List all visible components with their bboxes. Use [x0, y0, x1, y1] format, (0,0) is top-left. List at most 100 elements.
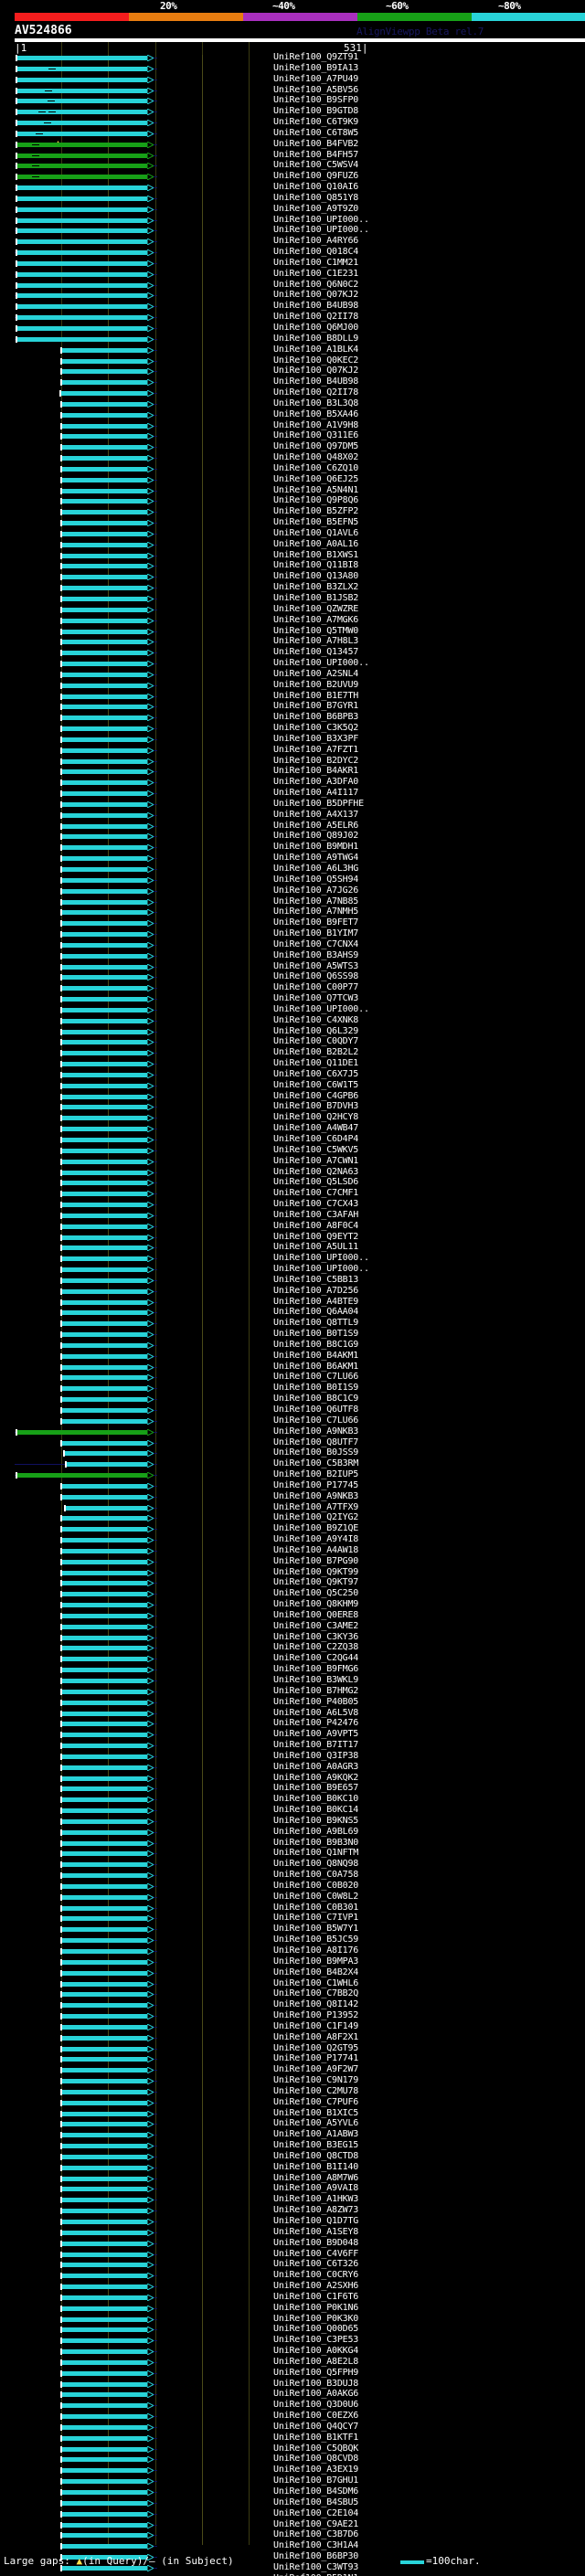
hit-label[interactable]: UniRef100_B2IUP5: [273, 1469, 359, 1479]
hit-bar[interactable]: [62, 1030, 147, 1034]
hit-bar[interactable]: [62, 845, 147, 850]
hit-bar[interactable]: [17, 89, 147, 93]
hit-bar[interactable]: [62, 1992, 147, 1997]
hit-label[interactable]: UniRef100_Q5LSD6: [273, 1177, 359, 1187]
hit-label[interactable]: UniRef100_B1JSB2: [273, 593, 359, 603]
hit-label[interactable]: UniRef100_B8DLL9: [273, 334, 359, 344]
hit-row[interactable]: UniRef100_A6L3HG: [0, 864, 585, 874]
hit-row[interactable]: UniRef100_A9NKB3: [0, 1491, 585, 1501]
hit-label[interactable]: UniRef100_B5XA46: [273, 409, 359, 419]
hit-bar[interactable]: [17, 56, 147, 60]
hit-row[interactable]: UniRef100_C0QDY7: [0, 1036, 585, 1046]
hit-bar[interactable]: [17, 196, 147, 201]
hit-row[interactable]: UniRef100_B4FVB2: [0, 139, 585, 149]
hit-bar[interactable]: [62, 2155, 147, 2159]
hit-label[interactable]: UniRef100_B5DPFHE: [273, 799, 364, 809]
hit-label[interactable]: UniRef100_C4XNK8: [273, 1015, 359, 1025]
hit-bar[interactable]: [62, 1765, 147, 1770]
hit-row[interactable]: UniRef100_A3DFA0: [0, 777, 585, 787]
hit-row[interactable]: UniRef100_Q5FPH9: [0, 2368, 585, 2378]
hit-row[interactable]: UniRef100_C5B3RM: [0, 1458, 585, 1468]
hit-row[interactable]: UniRef100_B9SFP0: [0, 95, 585, 105]
hit-bar[interactable]: [62, 1289, 147, 1294]
hit-label[interactable]: UniRef100_C2ZQ38: [273, 1642, 359, 1652]
hit-row[interactable]: UniRef100_B4B2X4: [0, 1967, 585, 1977]
hit-label[interactable]: UniRef100_A5YVL6: [273, 2118, 359, 2128]
hit-label[interactable]: UniRef100_A4AW18: [273, 1545, 359, 1555]
hit-row[interactable]: UniRef100_A1V9H8: [0, 420, 585, 430]
hit-bar[interactable]: [62, 1712, 147, 1716]
hit-label[interactable]: UniRef100_C3B7D6: [273, 2529, 359, 2539]
hit-bar[interactable]: [62, 619, 147, 623]
hit-label[interactable]: UniRef100_A7CWN1: [273, 1156, 359, 1166]
hit-row[interactable]: UniRef100_Q2GT95: [0, 2043, 585, 2053]
hit-label[interactable]: UniRef100_B4SDM6: [273, 2486, 359, 2496]
hit-label[interactable]: UniRef100_C7BB2Q: [273, 1988, 359, 1998]
hit-label[interactable]: UniRef100_B0I1S9: [273, 1383, 359, 1393]
hit-row[interactable]: UniRef100_Q1NFTM: [0, 1848, 585, 1858]
hit-label[interactable]: UniRef100_P17745: [273, 1480, 359, 1490]
hit-label[interactable]: UniRef100_Q6SS98: [273, 971, 359, 981]
hit-row[interactable]: UniRef100_C3K5Q2: [0, 723, 585, 733]
hit-row[interactable]: UniRef100_B1XWS1: [0, 550, 585, 560]
hit-row[interactable]: UniRef100_A2SNL4: [0, 669, 585, 679]
hit-label[interactable]: UniRef100_B9IA13: [273, 63, 359, 73]
hit-row[interactable]: UniRef100_UPI000..: [0, 215, 585, 225]
hit-bar[interactable]: [62, 489, 147, 493]
hit-label[interactable]: UniRef100_C3AFAH: [273, 1210, 359, 1220]
hit-row[interactable]: UniRef100_Q5SH94: [0, 875, 585, 885]
hit-label[interactable]: UniRef100_C0QDY7: [273, 1036, 359, 1046]
hit-label[interactable]: UniRef100_Q018C4: [273, 247, 359, 257]
hit-label[interactable]: UniRef100_C00P77: [273, 982, 359, 992]
hit-bar[interactable]: [62, 1310, 147, 1315]
hit-row[interactable]: UniRef100_C5WKV5: [0, 1145, 585, 1155]
hit-row[interactable]: UniRef100_A5UL11: [0, 1242, 585, 1252]
hit-row[interactable]: UniRef100_Q11DE1: [0, 1058, 585, 1068]
hit-bar[interactable]: [62, 2436, 147, 2441]
hit-label[interactable]: UniRef100_A5N4N1: [273, 485, 359, 495]
hit-bar[interactable]: [62, 1105, 147, 1109]
hit-row[interactable]: UniRef100_B3ZLX2: [0, 582, 585, 592]
hit-row[interactable]: UniRef100_A8F0C4: [0, 1221, 585, 1231]
hit-label[interactable]: UniRef100_C7CMF1: [273, 1188, 359, 1198]
hit-label[interactable]: UniRef100_C7IVP1: [273, 1913, 359, 1923]
hit-label[interactable]: UniRef100_A8E2L8: [273, 2357, 359, 2367]
hit-label[interactable]: UniRef100_B1XWS1: [273, 550, 359, 560]
hit-label[interactable]: UniRef100_A1V9H8: [273, 420, 359, 430]
hit-label[interactable]: UniRef100_Q6N0C2: [273, 280, 359, 290]
hit-label[interactable]: UniRef100_B5W7Y1: [273, 1924, 359, 1934]
hit-label[interactable]: UniRef100_B3AHS9: [273, 950, 359, 960]
hit-row[interactable]: UniRef100_B3WKL9: [0, 1675, 585, 1685]
hit-row[interactable]: UniRef100_Q9KT97: [0, 1577, 585, 1587]
hit-row[interactable]: UniRef100_C7BB2Q: [0, 1988, 585, 1998]
hit-row[interactable]: UniRef100_A9VAI8: [0, 2183, 585, 2193]
hit-bar[interactable]: [62, 737, 147, 742]
hit-label[interactable]: UniRef100_C2MU78: [273, 2086, 359, 2096]
hit-bar[interactable]: [62, 2317, 147, 2322]
hit-row[interactable]: UniRef100_B2B2L2: [0, 1047, 585, 1057]
hit-row[interactable]: UniRef100_A8M7W6: [0, 2173, 585, 2183]
hit-label[interactable]: UniRef100_Q1NFTM: [273, 1848, 359, 1858]
hit-bar[interactable]: [62, 456, 147, 461]
hit-bar[interactable]: [62, 975, 147, 980]
hit-bar[interactable]: [62, 1949, 147, 1954]
hit-bar[interactable]: [62, 1614, 147, 1618]
hit-bar[interactable]: [62, 597, 147, 601]
hit-label[interactable]: UniRef100_C7CNX4: [273, 939, 359, 949]
hit-row[interactable]: UniRef100_C00P77: [0, 982, 585, 992]
hit-row[interactable]: UniRef100_QZWZRE: [0, 604, 585, 614]
hit-label[interactable]: UniRef100_C7PUF6: [273, 2097, 359, 2107]
hit-row[interactable]: UniRef100_A0AKG6: [0, 2389, 585, 2399]
hit-label[interactable]: UniRef100_Q7TCW3: [273, 993, 359, 1003]
hit-label[interactable]: UniRef100_A9TWG4: [273, 853, 359, 863]
hit-label[interactable]: UniRef100_C3K5Q2: [273, 723, 359, 733]
hit-row[interactable]: UniRef100_B7HMG2: [0, 1686, 585, 1696]
hit-label[interactable]: UniRef100_Q8UTF7: [273, 1437, 359, 1447]
hit-label[interactable]: UniRef100_A9NKB3: [273, 1491, 359, 1501]
hit-label[interactable]: UniRef100_C4V6FF: [273, 2249, 359, 2259]
hit-row[interactable]: UniRef100_C0A758: [0, 1870, 585, 1880]
hit-row[interactable]: UniRef100_A0AL16: [0, 539, 585, 549]
hit-bar[interactable]: [62, 910, 147, 915]
hit-label[interactable]: UniRef100_C1E231: [273, 269, 359, 279]
hit-bar[interactable]: [62, 716, 147, 720]
